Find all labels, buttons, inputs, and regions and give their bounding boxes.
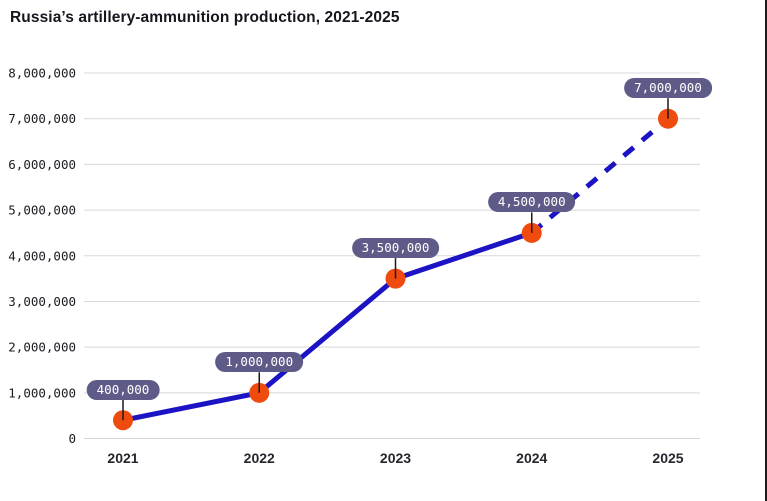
y-tick-label: 4,000,000 <box>8 248 76 263</box>
point-label-badge: 4,500,000 <box>487 192 576 213</box>
y-tick-label: 0 <box>68 431 76 446</box>
y-tick-label: 1,000,000 <box>8 385 76 400</box>
x-tick-label: 2024 <box>516 450 547 466</box>
y-tick-label: 6,000,000 <box>8 157 76 172</box>
production-line-solid <box>120 230 535 423</box>
x-tick-label: 2025 <box>652 450 683 466</box>
y-tick-label: 5,000,000 <box>8 203 76 218</box>
y-tick-label: 3,000,000 <box>8 294 76 309</box>
point-label-badge: 3,500,000 <box>351 238 440 259</box>
production-line-dashed-projection <box>530 116 670 235</box>
x-tick-label: 2021 <box>107 450 138 466</box>
y-tick-label: 8,000,000 <box>8 66 76 81</box>
point-label-badge: 400,000 <box>86 379 160 400</box>
x-tick-label: 2023 <box>380 450 411 466</box>
y-tick-label: 2,000,000 <box>8 340 76 355</box>
chart-title: Russia’s artillery-ammunition production… <box>10 9 400 26</box>
point-label-badge: 7,000,000 <box>624 78 712 99</box>
point-label-badge: 1,000,000 <box>215 352 304 373</box>
x-tick-label: 2022 <box>244 450 275 466</box>
window-right-border <box>765 0 767 501</box>
y-tick-label: 7,000,000 <box>8 111 76 126</box>
